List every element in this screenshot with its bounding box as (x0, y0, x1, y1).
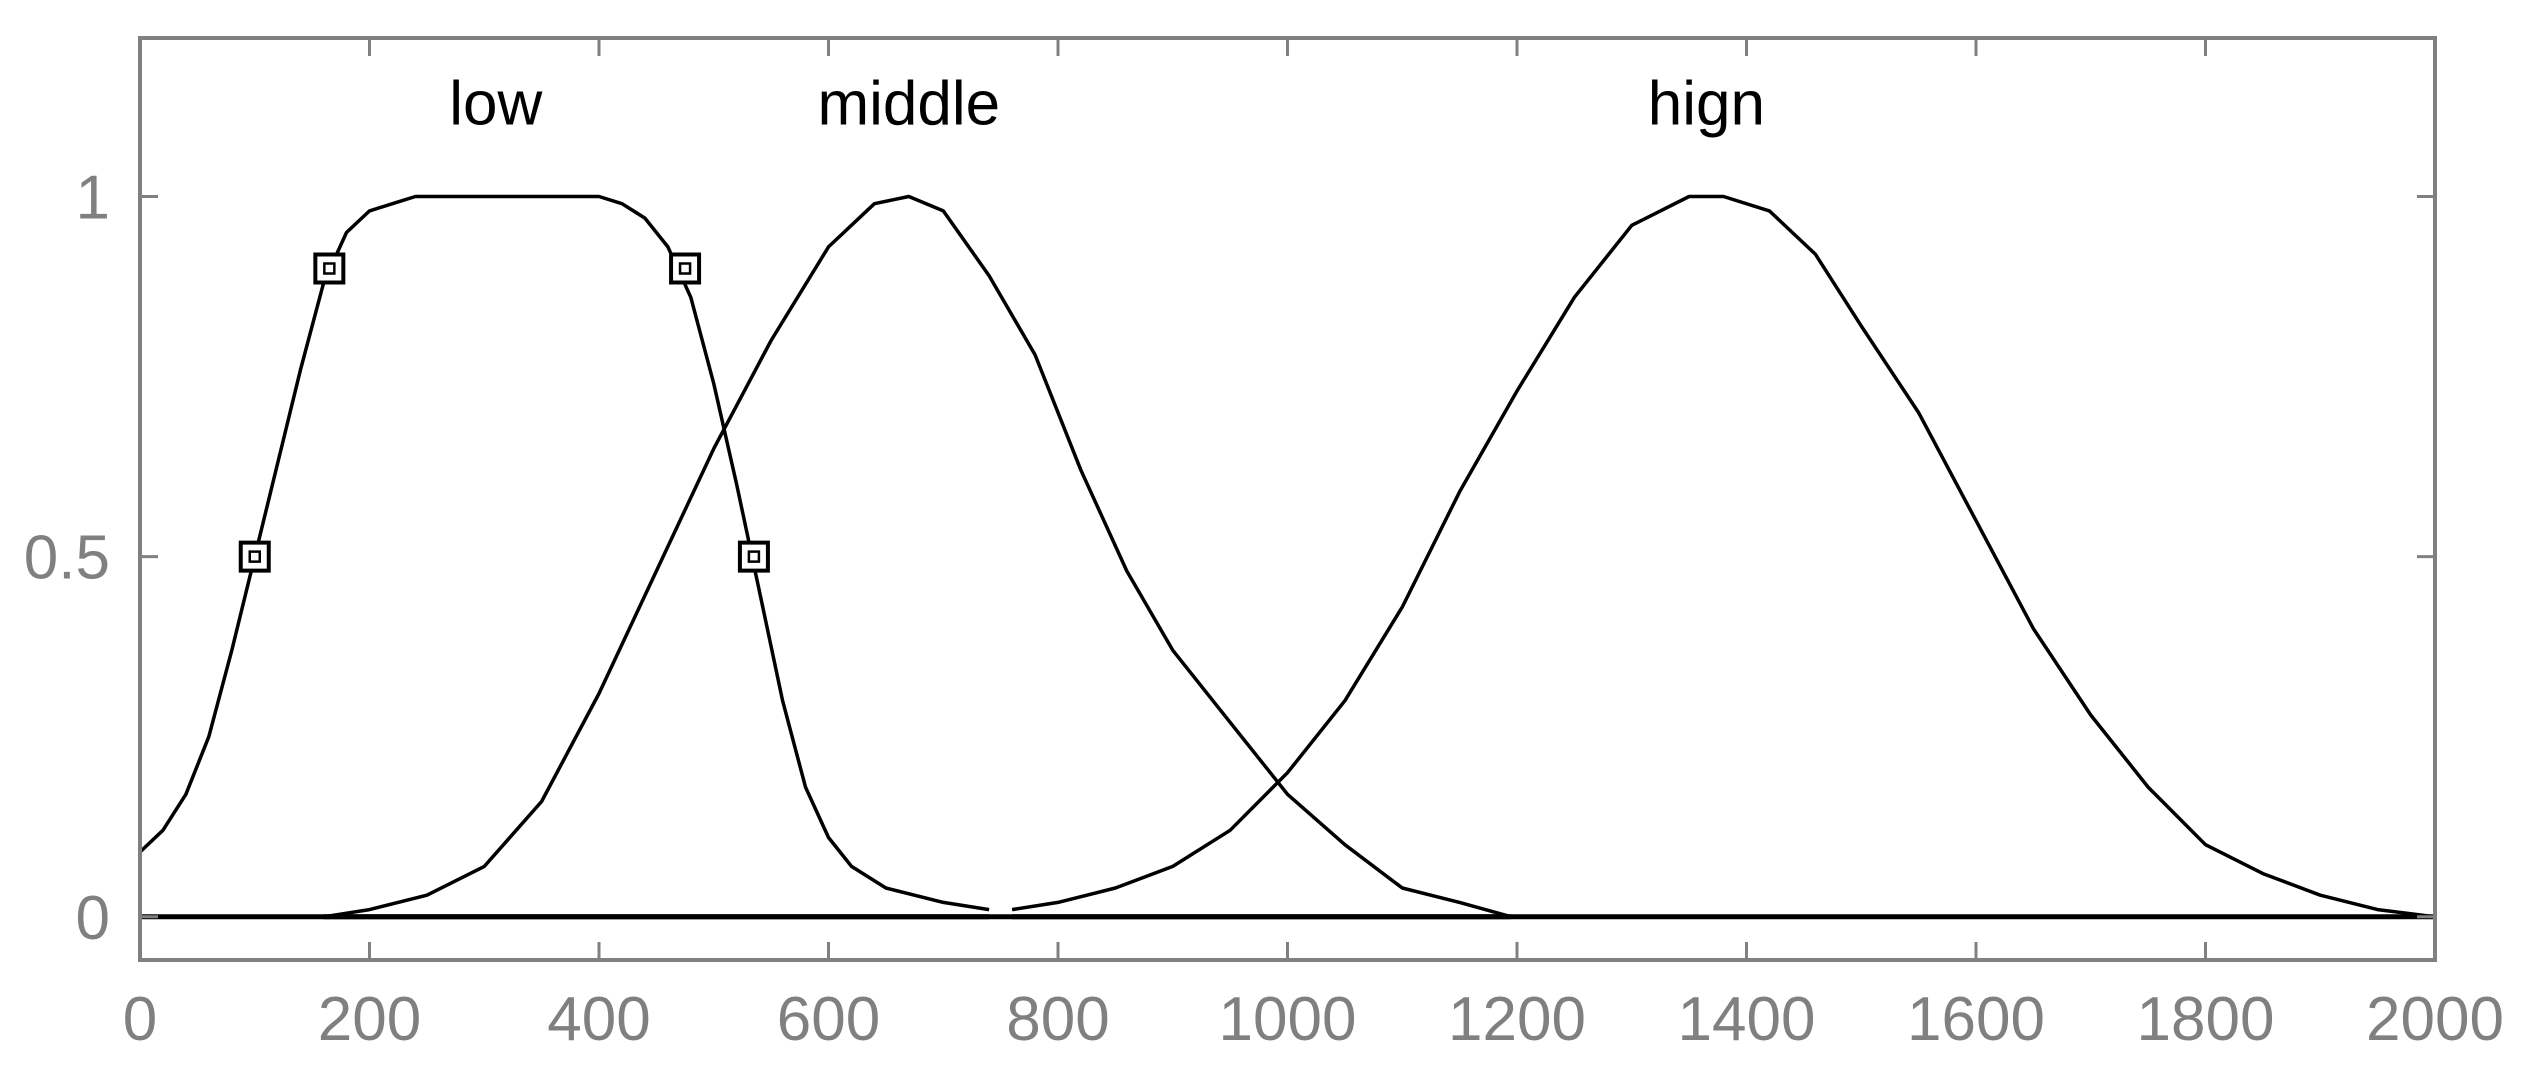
y-tick-label-1: 1 (76, 163, 110, 232)
x-tick-label-2000: 2000 (2366, 985, 2504, 1054)
series-label-middle: middle (818, 69, 1001, 138)
x-tick-label-400: 400 (547, 985, 650, 1054)
x-tick-label-1200: 1200 (1448, 985, 1586, 1054)
x-tick-label-800: 800 (1006, 985, 1109, 1054)
x-tick-label-600: 600 (777, 985, 880, 1054)
series-label-low: low (449, 69, 542, 138)
marker-layer (238, 252, 770, 573)
marker-inner-low-1 (323, 262, 336, 275)
x-tick-label-1000: 1000 (1219, 985, 1357, 1054)
marker-low-1 (313, 252, 346, 285)
series-line-hign (1011, 194, 2436, 919)
x-tick-label-0: 0 (123, 985, 157, 1054)
y-tick-label-0.5: 0.5 (24, 524, 110, 593)
axis-layer: 0 200 400 600 800 1000 1200 1400 1600 1800 2000 0 0.… (24, 38, 2504, 1054)
x-tick-label-1800: 1800 (2137, 985, 2275, 1054)
marker-low-3 (737, 540, 770, 573)
x-tick-label-1400: 1400 (1678, 985, 1816, 1054)
marker-inner-low-2 (678, 262, 692, 275)
series-label-hign: hign (1648, 69, 1765, 138)
label-layer: low middle hign (449, 69, 1765, 138)
series-line-middle (323, 194, 1512, 919)
x-tick-label-200: 200 (318, 985, 421, 1054)
marker-inner-low-3 (747, 550, 761, 563)
plot-background (140, 38, 2435, 960)
marker-low-0 (238, 540, 271, 573)
marker-inner-low-0 (248, 550, 261, 563)
x-tick-label-1600: 1600 (1907, 985, 2045, 1054)
marker-low-2 (669, 252, 702, 285)
y-tick-label-0: 0 (76, 884, 110, 953)
plot-frame (138, 36, 2437, 962)
